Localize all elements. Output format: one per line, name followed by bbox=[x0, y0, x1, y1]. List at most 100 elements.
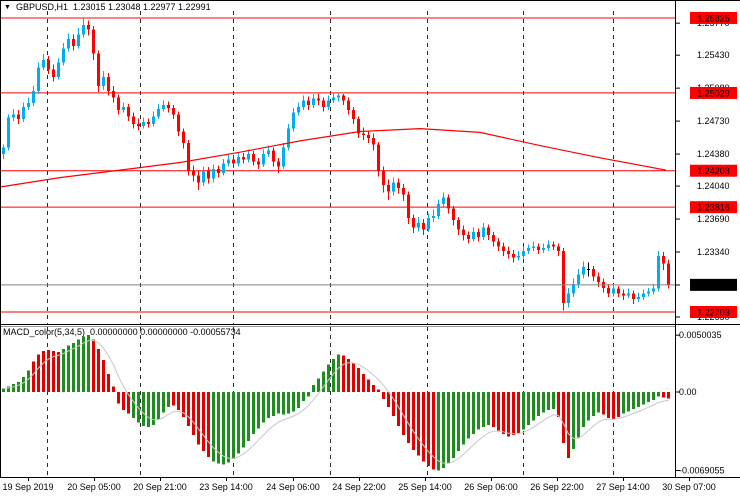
candle-body bbox=[487, 227, 490, 236]
candle-body bbox=[342, 95, 345, 101]
macd-bar bbox=[552, 392, 555, 410]
candle-body bbox=[667, 263, 670, 285]
candle-body bbox=[32, 90, 35, 104]
candle-body bbox=[642, 293, 645, 298]
macd-bar bbox=[327, 364, 330, 392]
macd-bar bbox=[617, 392, 620, 417]
candle-body bbox=[87, 25, 90, 30]
macd-bar bbox=[477, 392, 480, 430]
candle-body bbox=[42, 59, 45, 68]
macd-bar bbox=[167, 392, 170, 407]
candle-body bbox=[407, 194, 410, 219]
macd-bar bbox=[157, 392, 160, 420]
candle-body bbox=[657, 255, 660, 289]
macd-bar bbox=[512, 392, 515, 436]
candle-body bbox=[17, 114, 20, 120]
candle-body bbox=[577, 274, 580, 285]
macd-bar bbox=[267, 392, 270, 419]
candle-body bbox=[532, 246, 535, 249]
macd-bar bbox=[492, 392, 495, 428]
candle-body bbox=[117, 97, 120, 110]
candle-body bbox=[422, 222, 425, 230]
candle-body bbox=[152, 116, 155, 124]
candle-body bbox=[417, 222, 420, 228]
candle-body bbox=[607, 287, 610, 294]
macd-bar bbox=[207, 392, 210, 457]
time-tick-label: 23 Sep 14:00 bbox=[199, 482, 253, 492]
macd-bar bbox=[612, 392, 615, 420]
macd-bar bbox=[632, 392, 635, 410]
macd-bar bbox=[202, 392, 205, 452]
candle-body bbox=[182, 131, 185, 143]
macd-bar bbox=[47, 349, 50, 392]
candle-body bbox=[72, 39, 75, 46]
macd-bar bbox=[342, 355, 345, 392]
candle-body bbox=[332, 97, 335, 101]
macd-bar bbox=[312, 385, 315, 392]
macd-bar bbox=[182, 392, 185, 417]
chart-title: ▼ GBPUSD,H1 1.23015 1.23048 1.22977 1.22… bbox=[4, 2, 211, 13]
candle-body bbox=[637, 297, 640, 300]
candle-body bbox=[537, 246, 540, 251]
macd-bar bbox=[562, 392, 565, 444]
candle-body bbox=[187, 142, 190, 172]
macd-bar bbox=[352, 363, 355, 392]
macd-bar bbox=[262, 392, 265, 423]
candle-body bbox=[317, 98, 320, 101]
candle-body bbox=[202, 171, 205, 183]
candle-body bbox=[252, 154, 255, 162]
macd-bar bbox=[662, 392, 665, 398]
candle-body bbox=[452, 208, 455, 220]
candle-body bbox=[397, 182, 400, 188]
time-tick-label: 24 Sep 22:00 bbox=[332, 482, 386, 492]
candle-body bbox=[347, 100, 350, 110]
candle-body bbox=[267, 150, 270, 155]
indicator-scale[interactable]: 0.0050035 0.00 -0.0069055 bbox=[675, 330, 725, 475]
candle-body bbox=[582, 267, 585, 275]
candle-body bbox=[412, 218, 415, 228]
macd-bar bbox=[437, 392, 440, 471]
macd-bar bbox=[82, 336, 85, 392]
level-price-badge: 1.25029 bbox=[697, 88, 730, 98]
candle-body bbox=[122, 106, 125, 110]
time-scale[interactable]: 19 Sep 2019 20 Sep 05:00 20 Sep 21:00 23 Se… bbox=[2, 477, 716, 492]
macd-bar bbox=[52, 351, 55, 392]
macd-bar bbox=[542, 392, 545, 413]
candle-body bbox=[322, 100, 325, 107]
level-price-badge: 1.23816 bbox=[697, 203, 730, 213]
candle-body bbox=[302, 100, 305, 107]
macd-bar bbox=[187, 392, 190, 427]
candle-body bbox=[92, 29, 95, 54]
macd-bar bbox=[142, 392, 145, 427]
macd-bar bbox=[2, 388, 5, 392]
macd-bar bbox=[67, 345, 70, 392]
level-price-badge-bg bbox=[690, 11, 737, 24]
macd-bar bbox=[62, 348, 65, 392]
candle-body bbox=[52, 69, 55, 77]
candle-body bbox=[462, 229, 465, 236]
candle-body bbox=[157, 108, 160, 117]
macd-bar bbox=[502, 392, 505, 435]
candle-body bbox=[2, 147, 5, 155]
macd-bar bbox=[322, 371, 325, 392]
level-price-badge-bg bbox=[690, 201, 737, 214]
macd-bar bbox=[422, 392, 425, 462]
symbol-dropdown-icon[interactable]: ▼ bbox=[4, 4, 11, 11]
candle-body bbox=[392, 182, 395, 192]
macd-bar bbox=[302, 392, 305, 402]
current-price-badge-bg bbox=[690, 278, 737, 291]
candle-body bbox=[177, 114, 180, 132]
macd-bar bbox=[17, 381, 20, 392]
macd-bar bbox=[482, 392, 485, 428]
macd-bar bbox=[77, 339, 80, 392]
candle-body bbox=[542, 248, 545, 251]
macd-bar bbox=[577, 392, 580, 438]
macd-bar bbox=[197, 392, 200, 445]
macd-bar bbox=[152, 392, 155, 425]
level-price-badge-bg bbox=[690, 305, 737, 318]
candle-body bbox=[57, 62, 60, 77]
candle-body bbox=[617, 288, 620, 294]
candle-body bbox=[367, 135, 370, 139]
